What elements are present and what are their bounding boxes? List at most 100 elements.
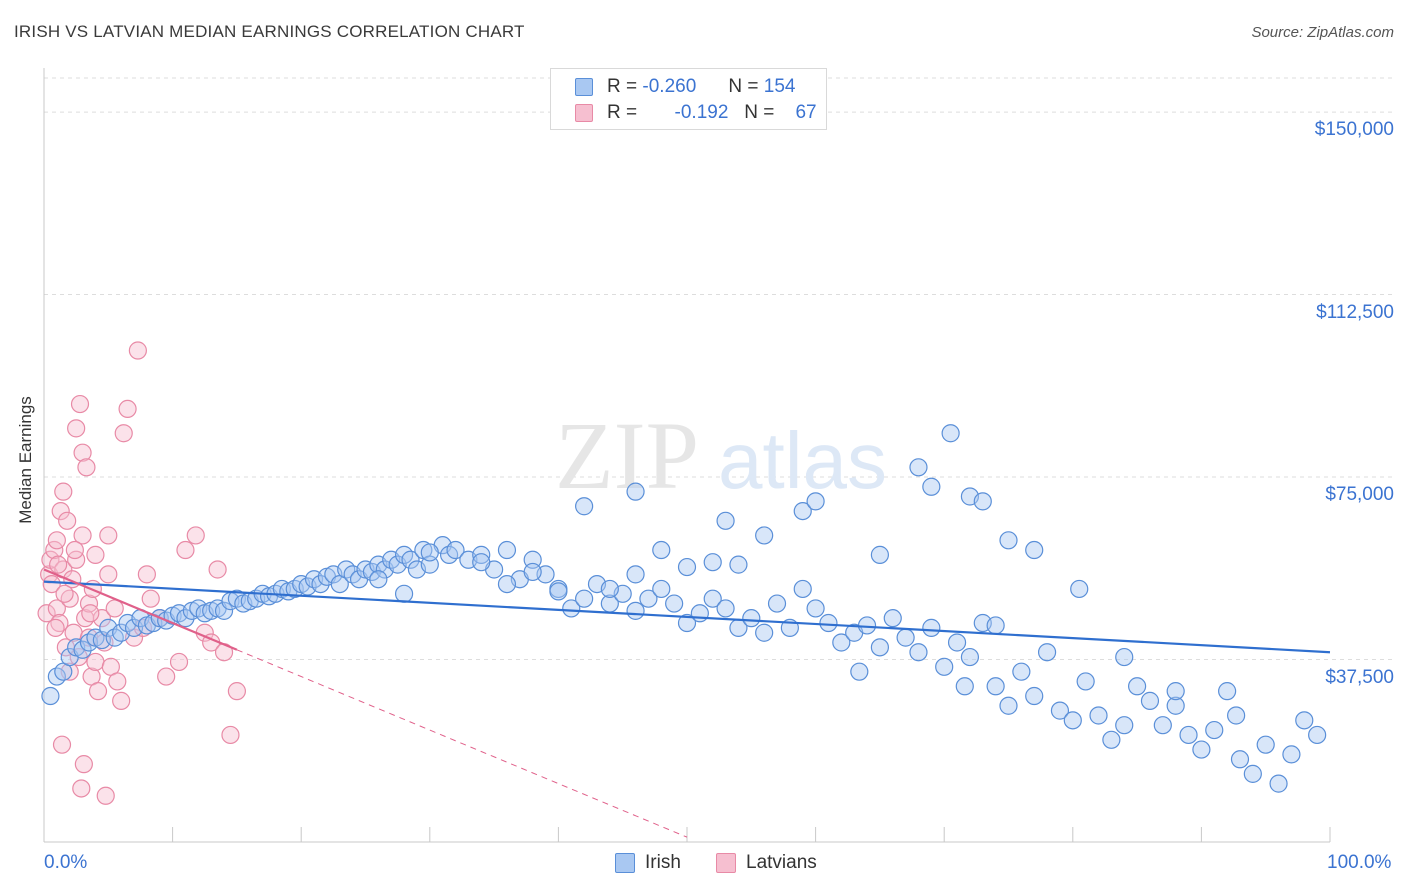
irish-point [1243, 764, 1262, 783]
latvian-point [73, 526, 92, 545]
latvian-legend-swatch [716, 853, 736, 873]
irish-trend-line [43, 580, 1331, 654]
irish-point [742, 609, 761, 628]
irish-point [73, 640, 92, 659]
latvian-point [37, 604, 56, 623]
latvian-trend-extension [236, 649, 688, 838]
irish-point [626, 565, 645, 584]
irish-point [986, 677, 1005, 696]
irish-point [549, 582, 568, 601]
irish-point [793, 579, 812, 599]
irish-point [941, 424, 960, 443]
legend-latvian-r: -0.192 [674, 102, 729, 123]
irish-point [999, 531, 1018, 550]
y-tick-label: $112,500 [1316, 301, 1394, 323]
latvian-point [74, 755, 93, 774]
irish-point [767, 594, 787, 613]
latvian-point [46, 618, 65, 637]
irish-point [626, 482, 645, 501]
irish-point [562, 599, 581, 618]
irish-point [401, 550, 420, 569]
latvian-point [51, 501, 70, 521]
irish-point [311, 574, 330, 594]
irish-point [716, 599, 735, 618]
latvian-point [42, 574, 61, 594]
irish-point [575, 589, 594, 608]
legend-irish-r: -0.260 [642, 76, 697, 97]
irish-point [652, 540, 671, 560]
irish-point [176, 609, 195, 628]
irish-point [690, 604, 709, 623]
latvian-point [86, 652, 105, 672]
irish-point [870, 638, 890, 657]
irish-point [909, 643, 928, 662]
irish-point [677, 557, 697, 577]
irish-point [1308, 725, 1327, 745]
latvian-point [99, 565, 118, 584]
irish-point [1025, 540, 1044, 560]
irish-point [1269, 774, 1288, 793]
irish-point [1140, 691, 1160, 710]
irish-point [1089, 706, 1108, 725]
irish-point [922, 618, 941, 637]
irish-point [1050, 701, 1070, 720]
irish-point [1295, 711, 1314, 730]
irish-point [1127, 677, 1147, 696]
irish-point [896, 628, 915, 647]
irish-point [394, 584, 414, 603]
irish-legend-label: Irish [645, 852, 681, 873]
latvian-point [73, 443, 92, 462]
legend-row-irish: R = -0.260 N = 154 [575, 74, 795, 100]
latvian-point [118, 399, 137, 419]
irish-point [677, 613, 697, 633]
irish-point [973, 492, 992, 511]
latvian-point [65, 540, 84, 560]
irish-point [626, 601, 645, 620]
irish-point [1166, 696, 1185, 715]
latvian-point [141, 589, 160, 608]
irish-point [793, 501, 812, 521]
watermark-atlas: atlas [718, 416, 887, 505]
irish-point [446, 540, 465, 560]
latvian-point [221, 725, 240, 745]
latvian-point [208, 560, 227, 579]
latvian-trend-line [43, 568, 238, 651]
irish-point [1012, 662, 1031, 681]
axes [43, 68, 1331, 843]
irish-point [947, 633, 967, 652]
grid-lines [44, 77, 1394, 661]
irish-point [652, 579, 671, 599]
irish-point [1230, 750, 1250, 769]
irish-point [472, 545, 491, 564]
latvian-point [137, 565, 156, 584]
latvian-point [49, 555, 68, 574]
irish-point [497, 540, 517, 560]
latvian-point [55, 584, 74, 603]
latvian-point [176, 540, 195, 560]
watermark: ZIP atlas [555, 402, 887, 509]
irish-point [1076, 672, 1095, 691]
irish-point [832, 633, 851, 652]
latvian-point [99, 526, 118, 545]
irish-point [1063, 711, 1082, 730]
irish-point [1192, 740, 1211, 759]
x-tick-label-max: 100.0% [1327, 852, 1392, 873]
latvian-point [58, 511, 77, 530]
latvian-point [67, 419, 86, 438]
irish-point [600, 579, 619, 599]
irish-point [1256, 735, 1275, 754]
irish-point [703, 589, 722, 608]
irish-point [999, 696, 1018, 715]
latvian-point [96, 786, 115, 805]
bottom-legend-latvians: Latvians [716, 852, 817, 874]
irish-point [639, 589, 658, 608]
irish-point [665, 594, 684, 613]
latvian-point [72, 779, 91, 798]
irish-point [1115, 647, 1134, 667]
latvian-point [77, 458, 96, 477]
irish-point [472, 553, 491, 572]
latvian-point [52, 735, 72, 754]
latvian-point [112, 691, 131, 710]
irish-point [1037, 643, 1057, 662]
